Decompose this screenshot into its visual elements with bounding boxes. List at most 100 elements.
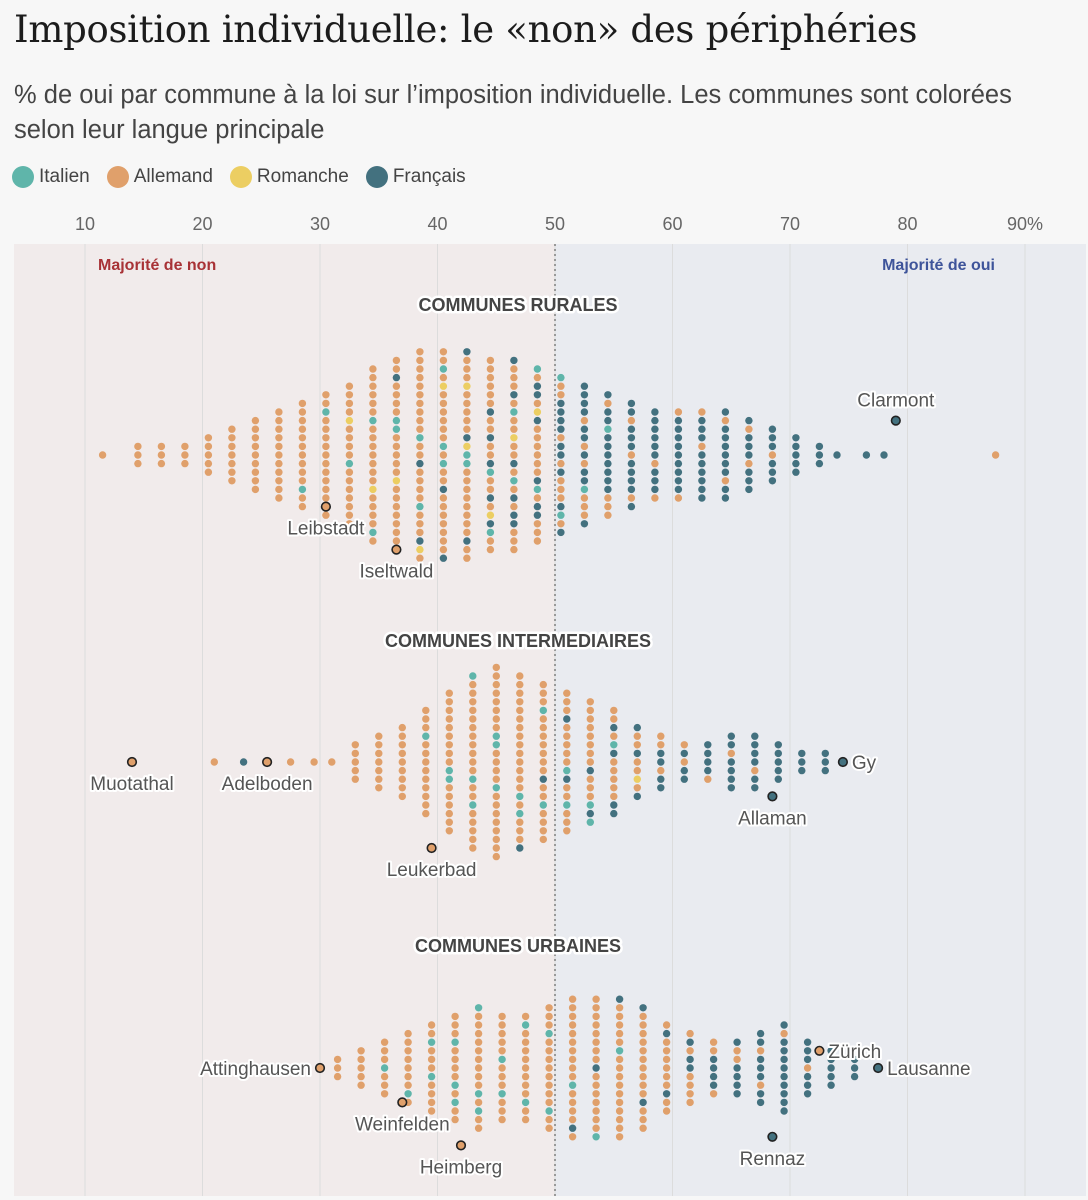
dot-rural-francais [627,477,636,485]
dot-rural-allemand [416,451,424,459]
dot-intermediaire-francais [727,766,735,775]
dot-urbain-italien [545,1029,553,1038]
dot-rural-allemand [486,442,495,451]
dot-intermediaire-allemand [657,741,665,749]
dot-urbain-allemand [615,1012,624,1021]
dot-rural-allemand [416,494,424,502]
dot-intermediaire-allemand [422,784,430,792]
dot-rural-francais [880,451,888,459]
highlight-dot-leukerbad [426,842,437,854]
dot-rural-allemand [322,511,330,519]
dot-urbain-allemand [545,1064,553,1072]
dot-rural-italien [416,502,424,511]
dot-rural-allemand [392,391,401,399]
dot-intermediaire-allemand [398,792,406,801]
dot-rural-allemand [345,502,354,511]
dot-rural-allemand [416,528,424,537]
dot-rural-allemand [204,468,213,476]
dot-urbain-allemand [545,1072,553,1081]
dot-intermediaire-allemand [422,758,430,766]
dot-rural-allemand [392,356,401,365]
dot-urbain-allemand [639,1012,647,1021]
dot-intermediaire-allemand [516,801,524,809]
dot-rural-romanche [416,545,424,554]
dot-rural-allemand [251,477,260,485]
dot-rural-francais [580,408,589,416]
dot-rural-allemand [510,382,518,390]
dot-rural-francais [604,408,612,416]
dot-intermediaire-allemand [469,723,477,732]
commune-label-leibstadt: Leibstadt [287,519,365,540]
dot-intermediaire-allemand [492,706,500,715]
dot-urbain-allemand [451,1012,459,1021]
dot-rural-francais [604,391,612,399]
dot-rural-francais [674,468,683,476]
dot-rural-italien [533,365,542,373]
dot-rural-allemand [439,502,448,511]
highlight-dot-clarmont [890,415,901,426]
dot-urbain-allemand [568,1012,577,1021]
dot-urbain-francais [780,1064,788,1072]
dot-rural-francais [651,451,659,459]
dot-rural-allemand [439,537,448,545]
dot-intermediaire-francais [704,758,712,766]
dot-rural-allemand [698,408,706,416]
dot-rural-allemand [533,459,542,468]
dot-rural-francais [768,434,777,442]
dot-rural-allemand [533,373,542,382]
x-tick-label-90: 90% [1007,214,1043,234]
dot-rural-allemand [416,373,424,382]
dot-urbain-allemand [474,1055,483,1064]
dot-rural-allemand [416,425,424,433]
dot-rural-francais [815,451,824,459]
dot-rural-allemand [557,520,565,528]
dot-rural-italien [392,425,401,433]
dot-rural-allemand [533,434,542,442]
dot-urbain-allemand [427,1081,436,1089]
dot-urbain-allemand [568,1107,577,1115]
dot-intermediaire-allemand [422,723,430,732]
dot-intermediaire-francais [704,766,712,775]
dot-rural-francais [862,451,871,459]
dot-intermediaire-allemand [563,689,571,697]
dot-intermediaire-allemand [492,835,500,844]
dot-rural-allemand [486,545,495,554]
dot-rural-romanche [345,416,354,425]
dot-rural-francais [745,485,753,494]
dot-intermediaire-allemand [469,758,477,766]
dot-rural-allemand [298,477,307,485]
dot-urbain-allemand [568,1133,577,1141]
dot-rural-francais [510,459,518,468]
dot-intermediaire-italien [516,809,524,818]
dot-rural-allemand [251,425,260,433]
dot-rural-allemand [439,408,448,416]
dot-rural-allemand [721,416,730,425]
dot-rural-francais [627,468,636,476]
dot-intermediaire-allemand [539,741,547,749]
dot-intermediaire-allemand [516,672,524,680]
dot-urbain-allemand [615,1004,624,1012]
dot-urbain-allemand [568,1021,577,1029]
dot-intermediaire-allemand [516,775,524,783]
dot-rural-francais [721,425,730,433]
dot-rural-francais [557,425,565,433]
dot-rural-francais [627,408,636,416]
dot-intermediaire-allemand [422,792,430,801]
dot-intermediaire-allemand [586,749,594,758]
dot-rural-romanche [533,408,542,416]
dot-urbain-italien [521,1021,530,1029]
dot-rural-allemand [298,459,307,468]
dot-intermediaire-allemand [469,809,477,818]
dot-intermediaire-allemand [492,775,500,783]
dot-rural-francais [674,459,683,468]
dot-rural-allemand [275,416,283,425]
dot-rural-allemand [510,451,518,459]
dot-urbain-allemand [639,1090,647,1098]
dot-urbain-allemand [615,1124,624,1132]
dot-rural-allemand [604,511,612,519]
dot-rural-allemand [533,451,542,459]
dot-urbain-francais [615,995,624,1003]
dot-rural-allemand [251,416,260,425]
dot-rural-italien [510,408,518,416]
commune-label-lausanne: Lausanne [887,1059,970,1080]
